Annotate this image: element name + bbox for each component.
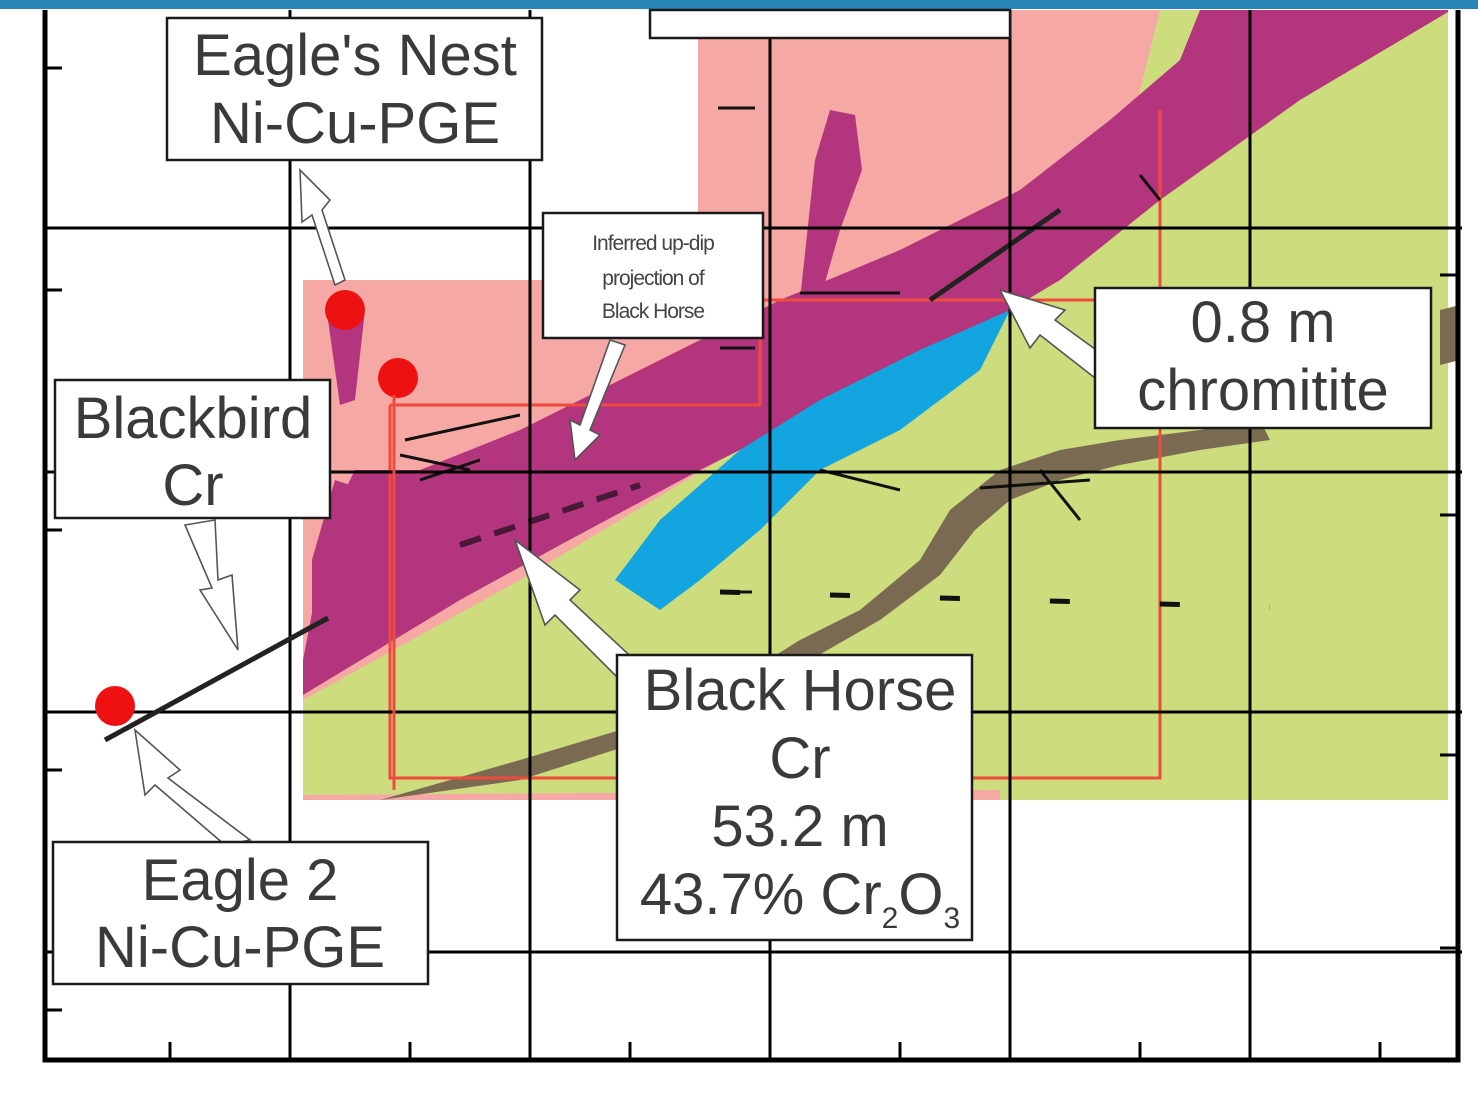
blackbird-connector [103,615,330,743]
dashed-trace [459,482,641,548]
inferred-label: Inferred up-dip projection of Black Hors… [541,211,765,340]
blackbird-label: Blackbird Cr [53,378,332,520]
black-horse-title: Black Horse [644,658,957,723]
inferred-line-2: projection of [602,267,705,290]
eagle2-title: Eagle 2 [142,848,339,913]
eagle2-marker[interactable] [95,686,135,726]
inferred-arrow [569,338,627,462]
eagle2-label: Eagle 2 Ni-Cu-PGE [51,840,430,986]
blackbird-arrow [183,519,239,651]
ultramafic-plume [800,110,862,300]
dashed-trace-east [719,589,1271,610]
chromitite-label: 0.8 m chromitite [1093,286,1433,430]
fault-dike-east [1440,305,1460,365]
chromite-zone [615,310,1010,610]
blackbird-commodity: Cr [162,453,223,518]
eagles-nest-label: Eagle's Nest Ni-Cu-PGE [165,16,544,162]
inferred-line-1: Inferred up-dip [592,232,714,255]
blackbird-marker[interactable] [378,358,418,398]
eagle2-commodity: Ni-Cu-PGE [95,915,385,980]
inferred-line-3: Black Horse [602,300,705,323]
eagles-nest-commodity: Ni-Cu-PGE [210,91,500,156]
map-frame [42,10,1461,1063]
chromitite-name: chromitite [1137,358,1388,423]
chromitite-thickness: 0.8 m [1190,290,1335,355]
ultramafic-band [303,10,1448,695]
top-label-box [648,8,1012,40]
eagles-nest-arrow [299,167,346,287]
blackbird-title: Blackbird [74,386,313,451]
black-horse-commodity: Cr [769,726,830,791]
frame-ticks [45,66,1458,1060]
ultramafic-finger-2 [312,480,380,650]
eagles-nest-title: Eagle's Nest [193,23,517,88]
header-bar [0,0,1478,9]
eagle2-arrow [133,727,252,846]
strike-line [928,207,1062,303]
black-horse-label: Black Horse Cr 53.2 m 43.7% Cr2O3 [615,653,974,942]
black-horse-thickness: 53.2 m [711,794,888,859]
eagles-nest-marker[interactable] [325,290,365,330]
black-horse-grade: 43.7% Cr2O3 [640,862,960,935]
